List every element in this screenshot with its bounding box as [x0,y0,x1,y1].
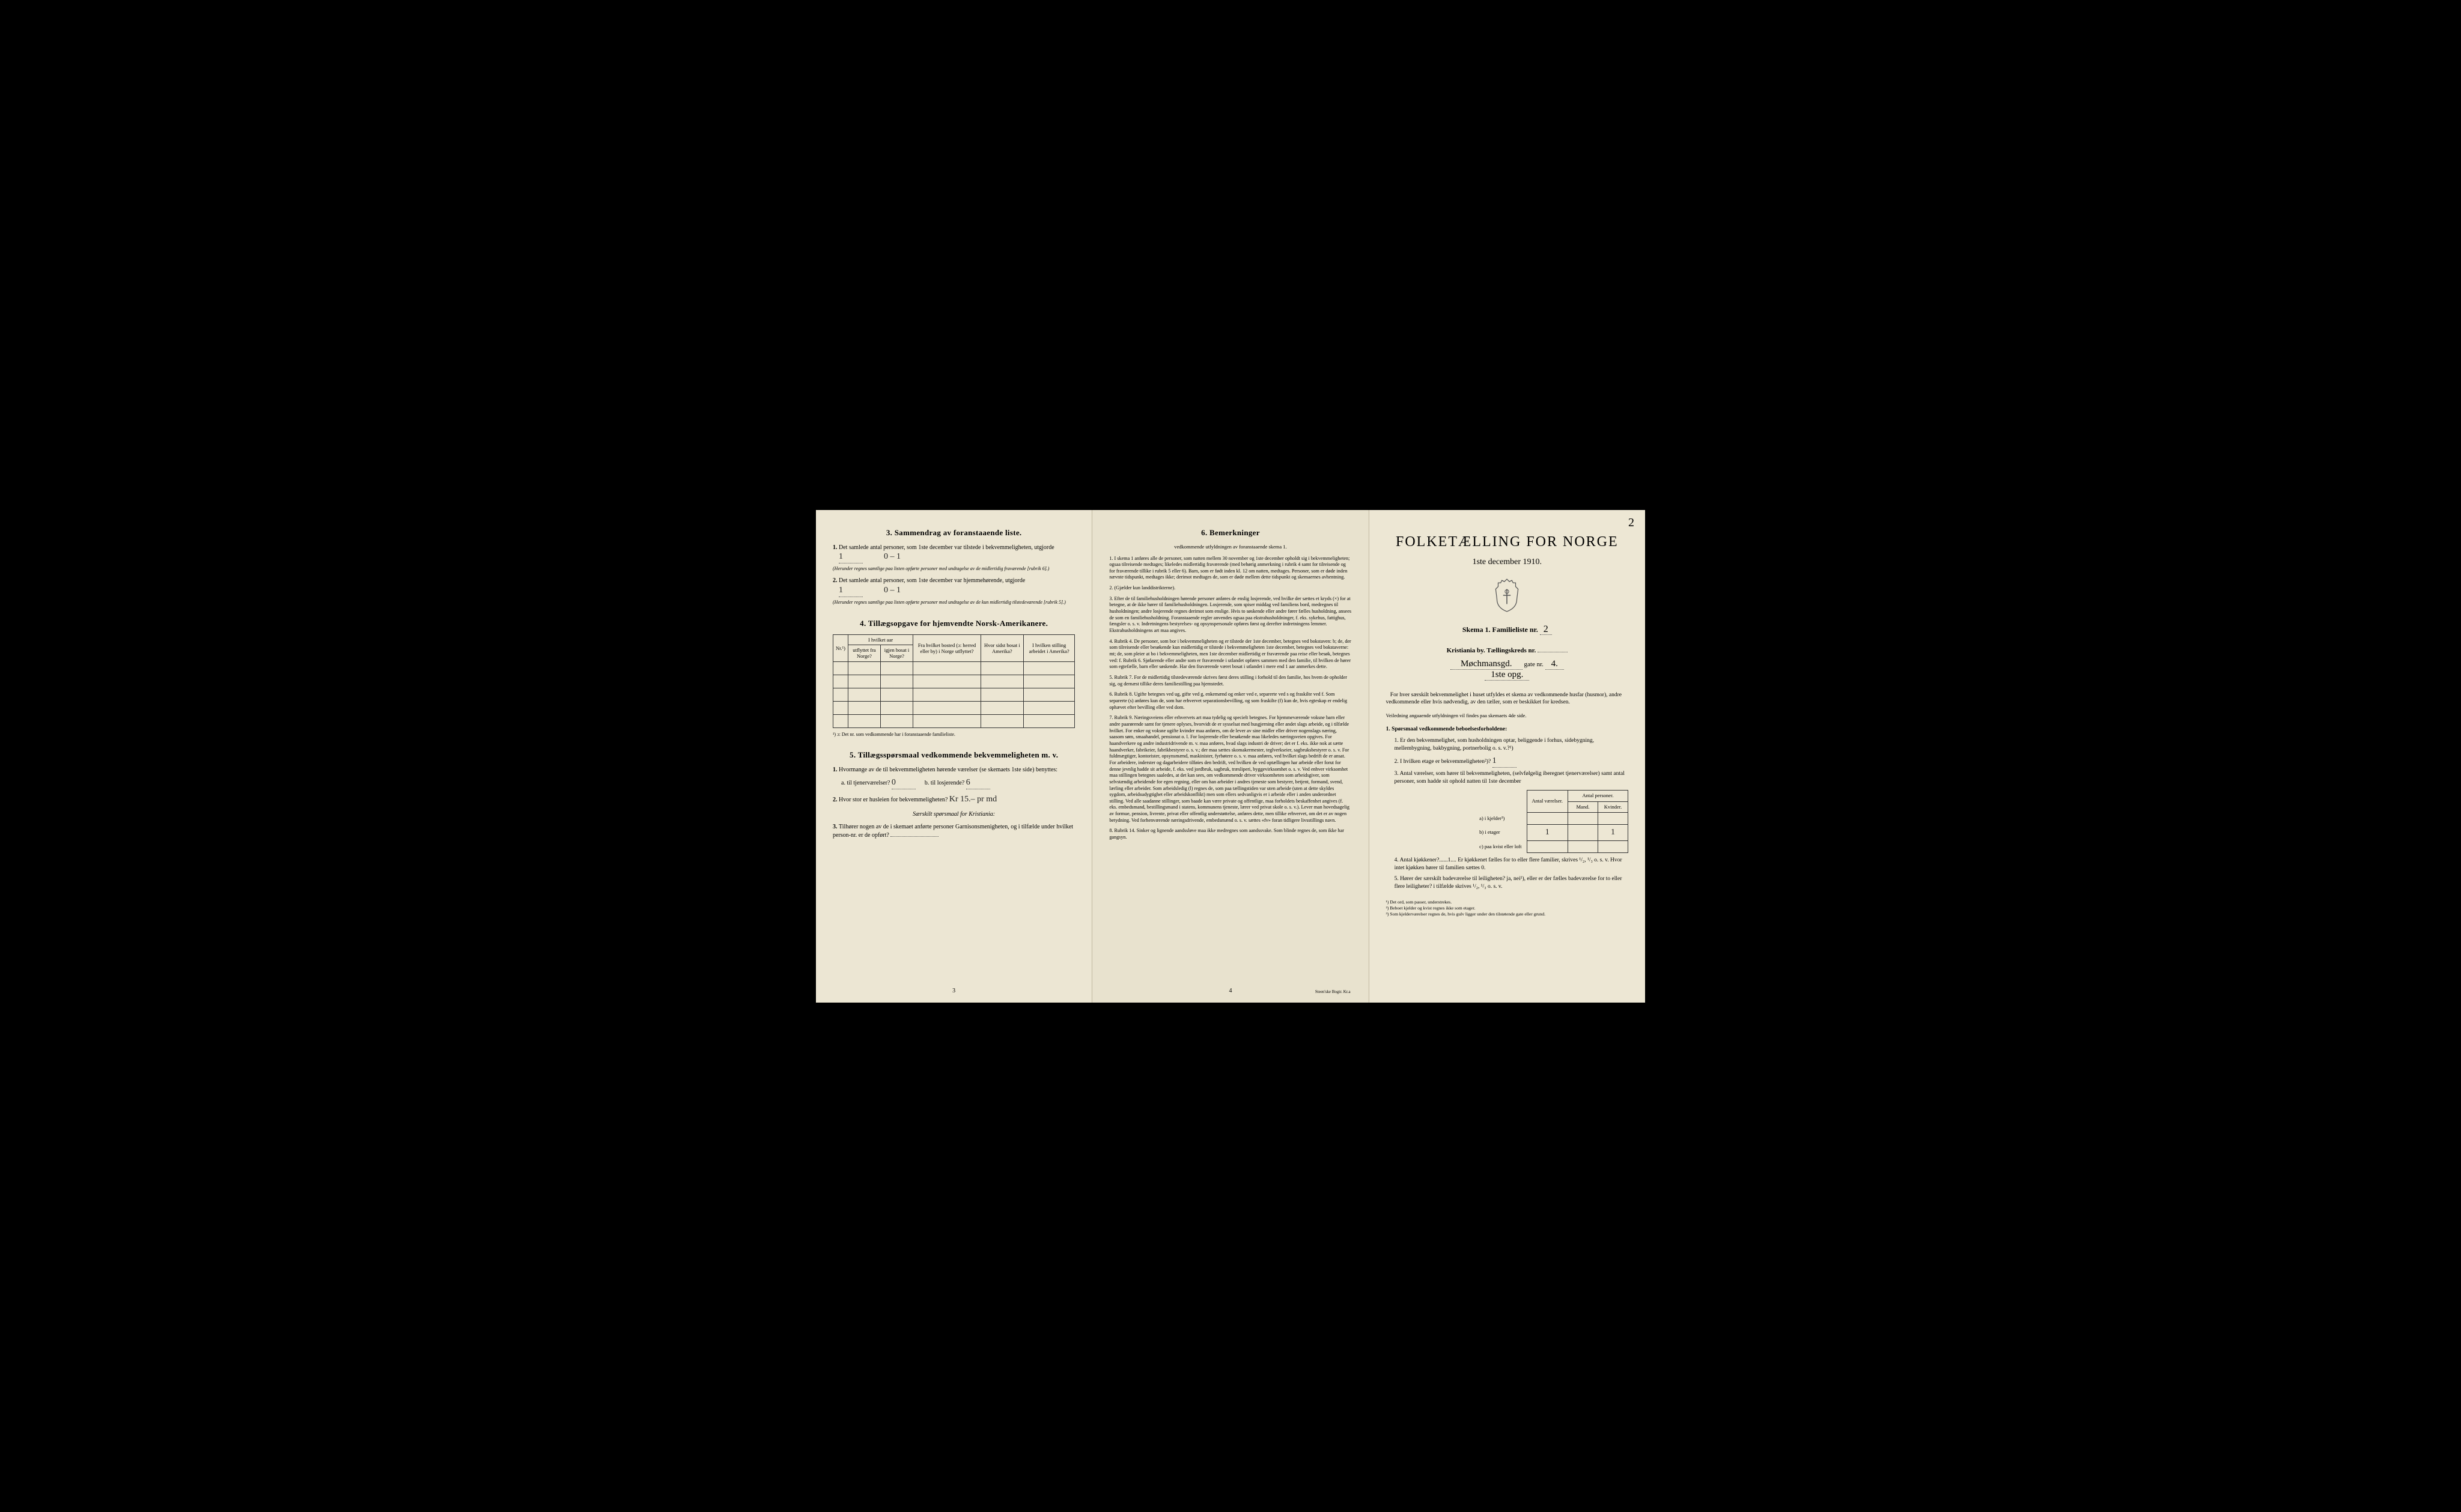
page-4: 6. Bemerkninger vedkommende utfyldningen… [1092,510,1369,1003]
bemerk-8: 8. Rubrik 14. Sinker og lignende aandssl… [1109,828,1351,840]
bemerk-4: 4. Rubrik 4. De personer, som bor i bekv… [1109,639,1351,670]
sec6-subtitle: vedkommende utfyldningen av foranstaaend… [1109,544,1351,550]
sec3-note2: (Herunder regnes samtlige paa listen opf… [833,600,1075,606]
page-number: 3 [952,988,955,994]
q1-2: 2. I hvilken etage er bekvemmeligheten²)… [1395,755,1628,768]
veiledning: Veiledning angaaende utfyldningen vil fi… [1386,712,1628,719]
bemerk-2: 2. (Gjælder kun landdistrikterne). [1109,585,1351,592]
table-row [833,701,1075,714]
sec5-q3: 3. Tilhører nogen av de i skemaet anført… [833,823,1075,839]
table-row: b) i etager 1 1 [1474,825,1628,841]
sec4-title: 4. Tillægsopgave for hjemvendte Norsk-Am… [833,619,1075,628]
persons-table: Antal værelser. Antal personer. Mand. Kv… [1474,790,1628,853]
page-1-cover: 2 FOLKETÆLLING FOR NORGE 1ste december 1… [1369,510,1645,1003]
bemerk-5: 5. Rubrik 7. For de midlertidig tilstede… [1109,675,1351,687]
bemerk-1: 1. I skema 1 anføres alle de personer, s… [1109,556,1351,581]
bemerkninger-list: 1. I skema 1 anføres alle de personer, s… [1109,556,1351,841]
sec5-q2: 2. Hvor stor er husleien for bekvemmelig… [833,794,1075,806]
sec4-footnote: ¹) ɔ: Det nr. som vedkommende har i fora… [833,732,1075,737]
bemerk-7: 7. Rubrik 9. Næringsveiens eller erhverv… [1109,715,1351,824]
table-row [833,688,1075,701]
census-document: 3. Sammendrag av foranstaaende liste. 1.… [816,510,1645,1003]
kristiania-line: Kristiania by. Tællingskreds nr. [1386,647,1628,654]
q1-5: 5. Hører der særskilt badeværelse til le… [1395,875,1628,891]
q1-3: 3. Antal værelser, som hører til bekvemm… [1395,770,1628,786]
sec5-q1: 1. Hvormange av de til bekvemmeligheten … [833,766,1075,789]
q1-1: 1. Er den bekvemmelighet, som husholdnin… [1395,737,1628,753]
sec3-item2: 2. Det samlede antal personer, som 1ste … [833,577,1075,606]
address-lines: Møchmansgd. gate nr. 4. 1ste opg. [1386,659,1628,681]
page-number: 4 [1229,988,1232,994]
bemerk-3: 3. Efter de til familiehusholdningen hør… [1109,596,1351,634]
intro-paragraph: For hver særskilt bekvemmelighet i huset… [1386,691,1628,707]
corner-number: 2 [1628,516,1634,530]
question-section-1: 1. Spørsmaal vedkommende beboelsesforhol… [1386,726,1628,891]
sec6-title: 6. Bemerkninger [1109,528,1351,538]
sec5-title: 5. Tillægsspørsmaal vedkommende bekvemme… [833,750,1075,760]
sec3-title: 3. Sammendrag av foranstaaende liste. [833,528,1075,538]
bemerk-6: 6. Rubrik 8. Ugifte betegnes ved ug, gif… [1109,691,1351,711]
sec3-note1: (Herunder regnes samtlige paa listen opf… [833,566,1075,572]
printer-mark: Steen'ske Bogtr. Kr.a [1315,989,1351,994]
amerika-table: Nr.¹) I hvilket aar Fra hvilket bosted (… [833,634,1075,728]
sec5-special: Særskilt spørsmaal for Kristiania: [833,810,1075,819]
table-row [833,714,1075,727]
main-title: FOLKETÆLLING FOR NORGE [1386,534,1628,550]
q1-4: 4. Antal kjøkkener?......1.... Er kjøkke… [1395,857,1628,873]
page-3: 3. Sammendrag av foranstaaende liste. 1.… [816,510,1092,1003]
table-row: c) paa kvist eller loft [1474,841,1628,853]
table-row [833,661,1075,675]
table-row: a) i kjelder³) [1474,813,1628,825]
q1-title: 1. Spørsmaal vedkommende beboelsesforhol… [1386,726,1628,733]
skema-line: Skema 1. Familieliste nr. 2 [1386,624,1628,635]
table-row [833,675,1075,688]
sec3-item1: 1. Det samlede antal personer, som 1ste … [833,544,1075,572]
coat-of-arms-icon [1386,578,1628,616]
main-subtitle: 1ste december 1910. [1386,557,1628,567]
footnotes: ¹) Det ord, som passer, understrekes. ²)… [1386,899,1628,917]
